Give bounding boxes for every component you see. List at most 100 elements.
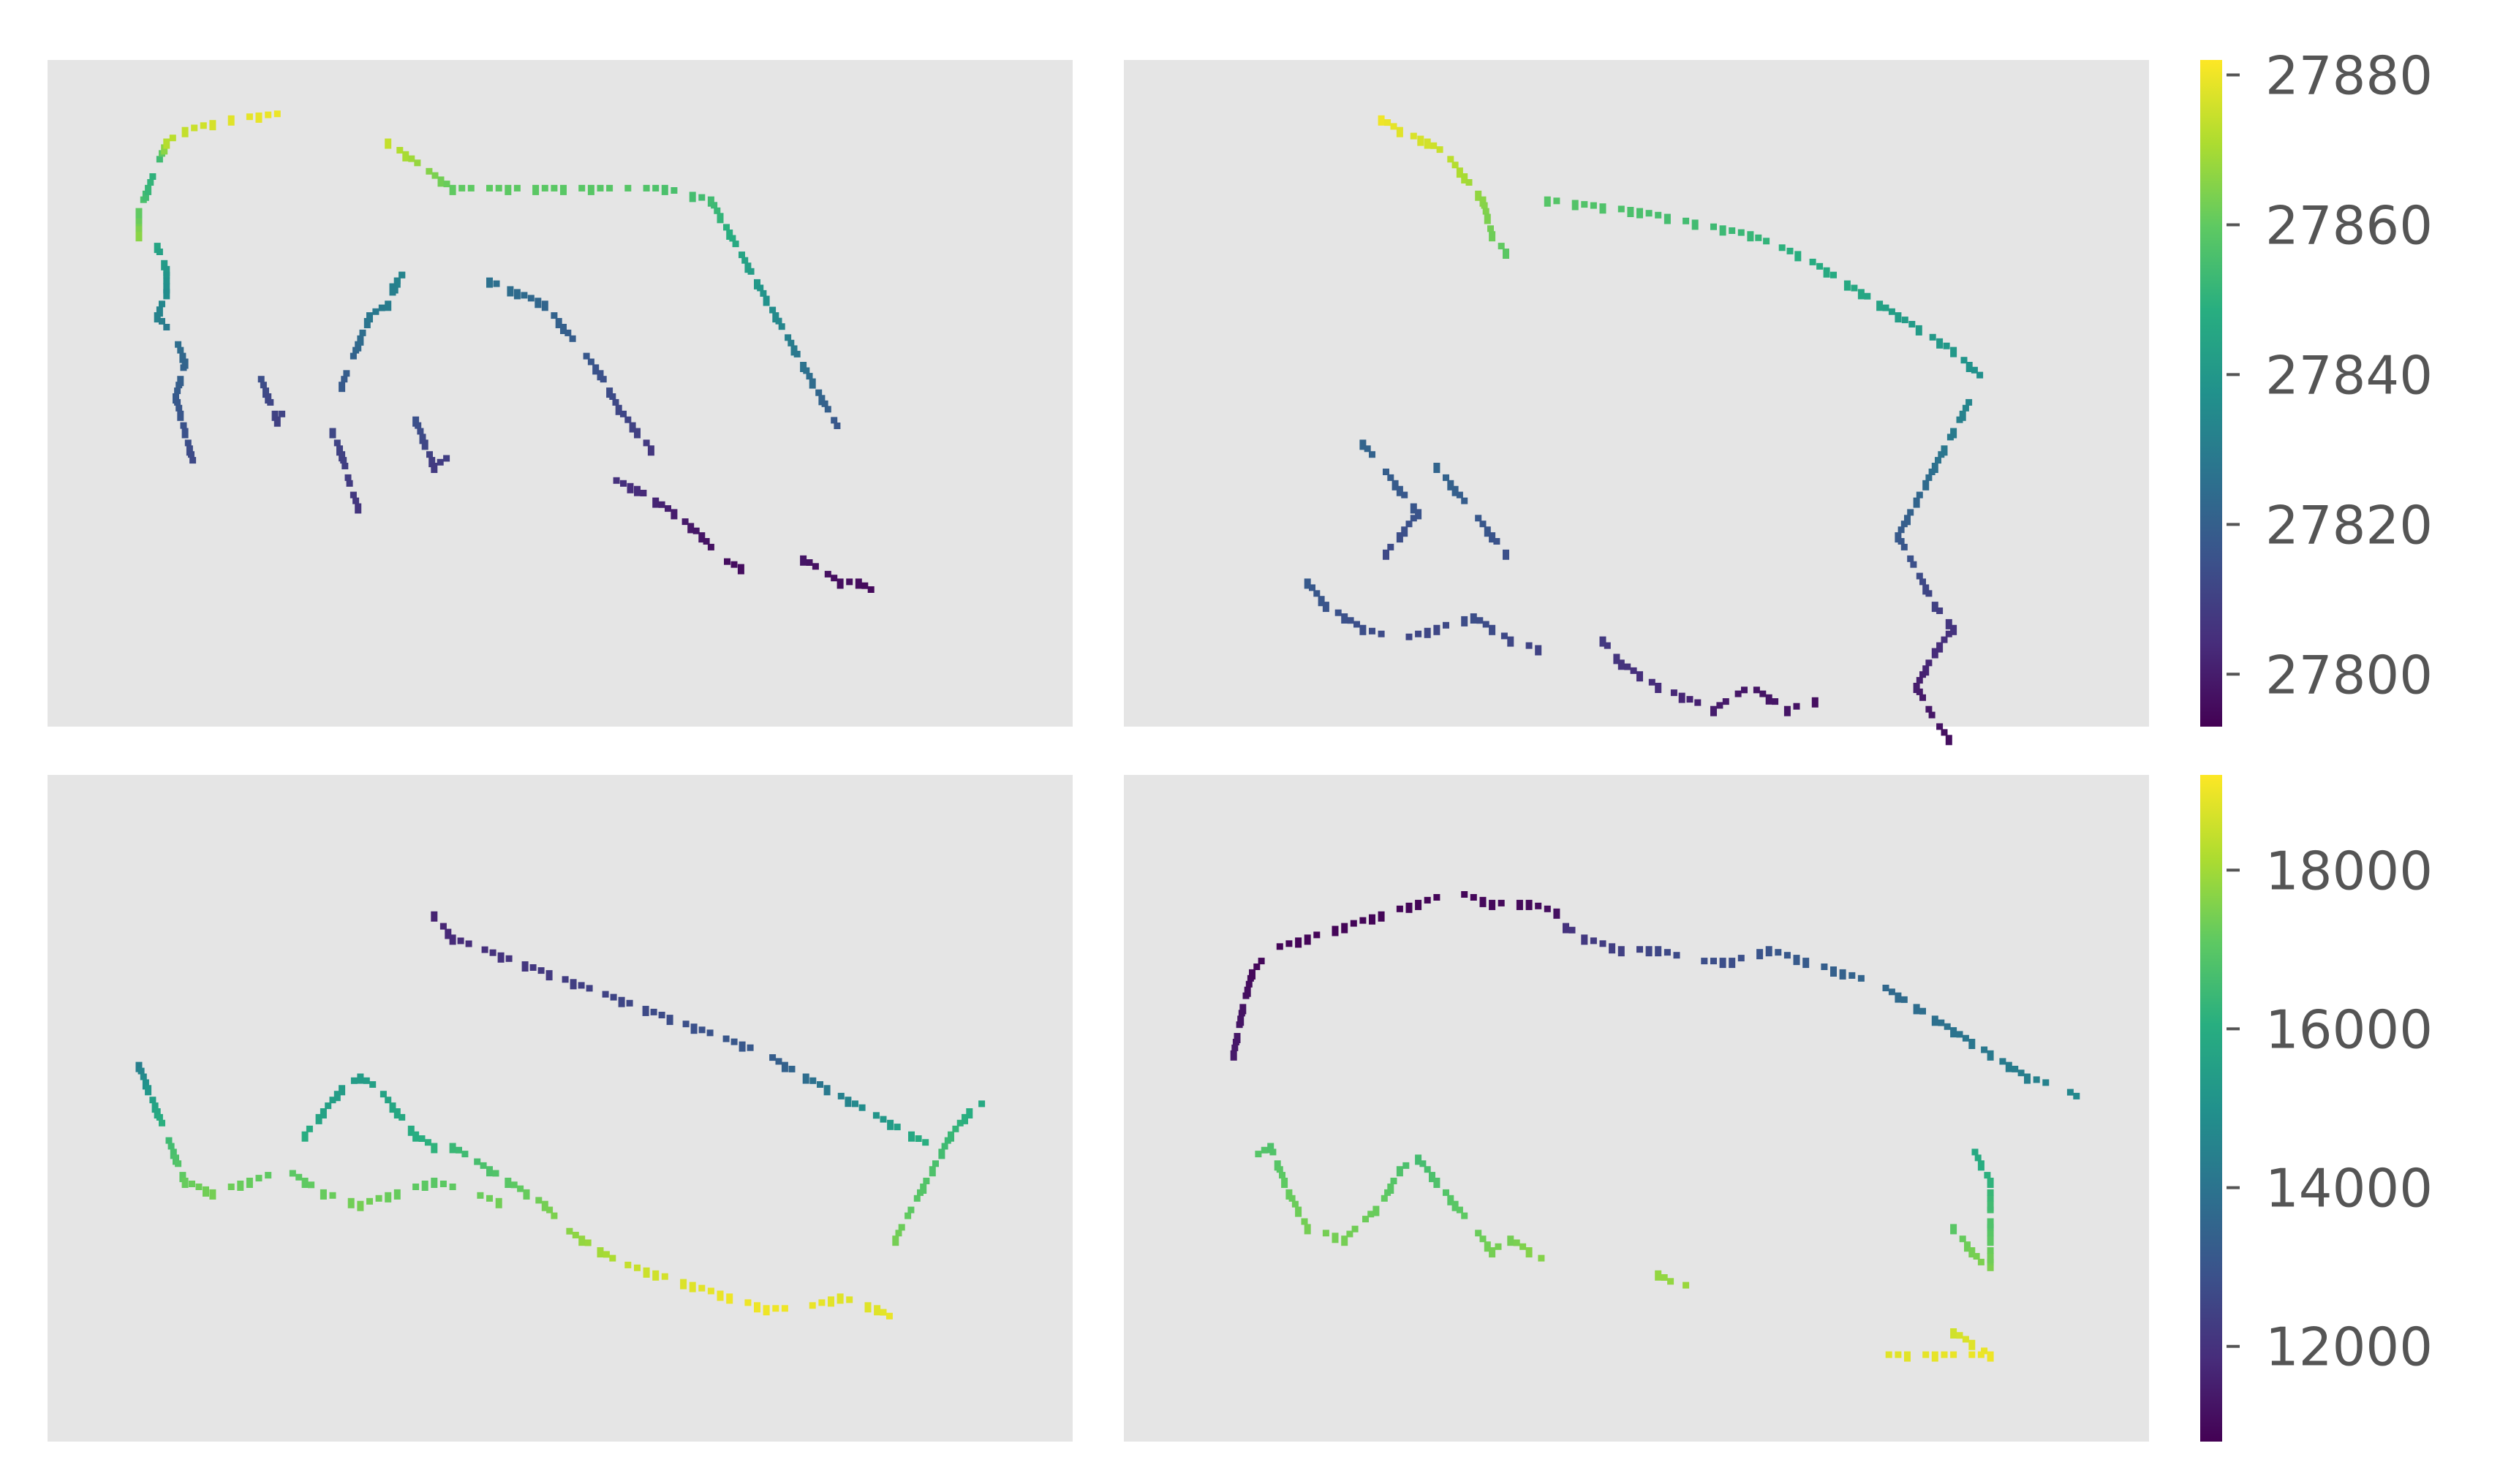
data-point — [1793, 955, 1800, 966]
data-point — [821, 400, 828, 407]
data-point — [874, 1305, 881, 1316]
data-point — [1793, 703, 1800, 710]
data-point — [1322, 1230, 1329, 1237]
data-point — [399, 271, 406, 279]
data-point — [1493, 538, 1500, 545]
data-point — [393, 277, 401, 284]
data-point — [1447, 480, 1454, 491]
data-point — [1987, 1189, 1994, 1196]
data-point — [1604, 642, 1611, 649]
data-point — [1864, 292, 1871, 300]
data-point — [1322, 602, 1329, 613]
data-point — [1636, 946, 1643, 953]
data-point — [431, 911, 438, 922]
data-point — [1415, 1154, 1422, 1165]
data-point — [1484, 213, 1491, 224]
panel-bottom-left-background — [48, 775, 1073, 1442]
data-point — [1500, 632, 1508, 640]
panel-bottom-left — [48, 775, 1073, 1442]
data-point — [1269, 1148, 1277, 1156]
data-point — [1655, 211, 1662, 219]
data-point — [407, 1125, 415, 1136]
data-point — [1383, 469, 1389, 475]
data-point — [163, 289, 170, 300]
data-point — [1384, 119, 1391, 126]
data-point — [1261, 1146, 1268, 1154]
data-point — [165, 1137, 173, 1144]
data-point — [1913, 497, 1920, 508]
data-point — [541, 184, 548, 192]
data-point — [181, 358, 189, 369]
data-point — [507, 286, 514, 297]
data-point — [1443, 621, 1449, 629]
data-point — [421, 439, 428, 450]
data-point — [159, 318, 165, 325]
data-point — [562, 976, 569, 983]
data-point — [1415, 899, 1422, 910]
data-point — [643, 184, 650, 192]
data-point — [1475, 515, 1482, 522]
data-point — [369, 1081, 377, 1088]
data-point — [541, 300, 548, 311]
data-point — [355, 341, 362, 352]
data-point — [1888, 988, 1895, 996]
data-point — [1470, 894, 1477, 901]
data-point — [597, 370, 604, 381]
data-point — [1916, 688, 1923, 695]
data-point — [1922, 1351, 1930, 1358]
data-point — [1956, 1031, 1963, 1038]
data-point — [1461, 1212, 1468, 1219]
data-point — [643, 439, 650, 447]
panel-top-left-points — [135, 110, 875, 593]
data-point — [1456, 167, 1463, 178]
data-point — [948, 1131, 954, 1142]
data-point — [1928, 711, 1936, 719]
data-point — [717, 213, 724, 224]
data-point — [379, 1091, 387, 1098]
data-point — [1928, 469, 1936, 475]
data-point — [1900, 543, 1908, 550]
data-point — [486, 1166, 493, 1177]
data-point — [1719, 225, 1726, 236]
data-point — [775, 1058, 782, 1065]
data-point — [279, 410, 286, 417]
data-point — [1936, 338, 1944, 349]
data-point — [824, 570, 831, 578]
data-point — [1405, 902, 1413, 913]
data-point — [692, 527, 700, 534]
data-point — [177, 410, 184, 421]
data-point — [629, 422, 636, 433]
data-point — [495, 184, 502, 192]
data-point — [905, 1212, 912, 1219]
data-point — [320, 1189, 327, 1200]
data-point — [907, 1206, 915, 1214]
data-point — [1904, 515, 1911, 526]
data-point — [1571, 200, 1579, 211]
data-point — [426, 451, 433, 458]
data-point — [785, 334, 792, 341]
data-point — [1516, 899, 1523, 910]
data-point — [521, 292, 528, 299]
data-point — [1922, 584, 1930, 595]
data-point — [572, 1232, 579, 1238]
data-point — [1645, 946, 1653, 957]
data-point — [1503, 549, 1509, 560]
data-point — [329, 1192, 336, 1199]
data-point — [806, 559, 813, 566]
data-point — [1433, 1178, 1440, 1188]
data-point — [1663, 213, 1671, 224]
data-point — [1378, 911, 1385, 922]
colorbar-tick-label: 27800 — [2265, 644, 2433, 705]
data-point — [137, 1067, 145, 1075]
data-point — [1276, 943, 1283, 950]
data-point — [439, 1181, 447, 1187]
data-point — [624, 184, 632, 192]
data-point — [806, 373, 813, 380]
data-point — [399, 1113, 406, 1121]
data-point — [817, 1081, 823, 1088]
data-point — [1655, 683, 1662, 693]
data-point — [180, 364, 187, 371]
data-point — [1553, 908, 1560, 919]
data-point — [1470, 613, 1477, 624]
data-point — [389, 283, 396, 294]
